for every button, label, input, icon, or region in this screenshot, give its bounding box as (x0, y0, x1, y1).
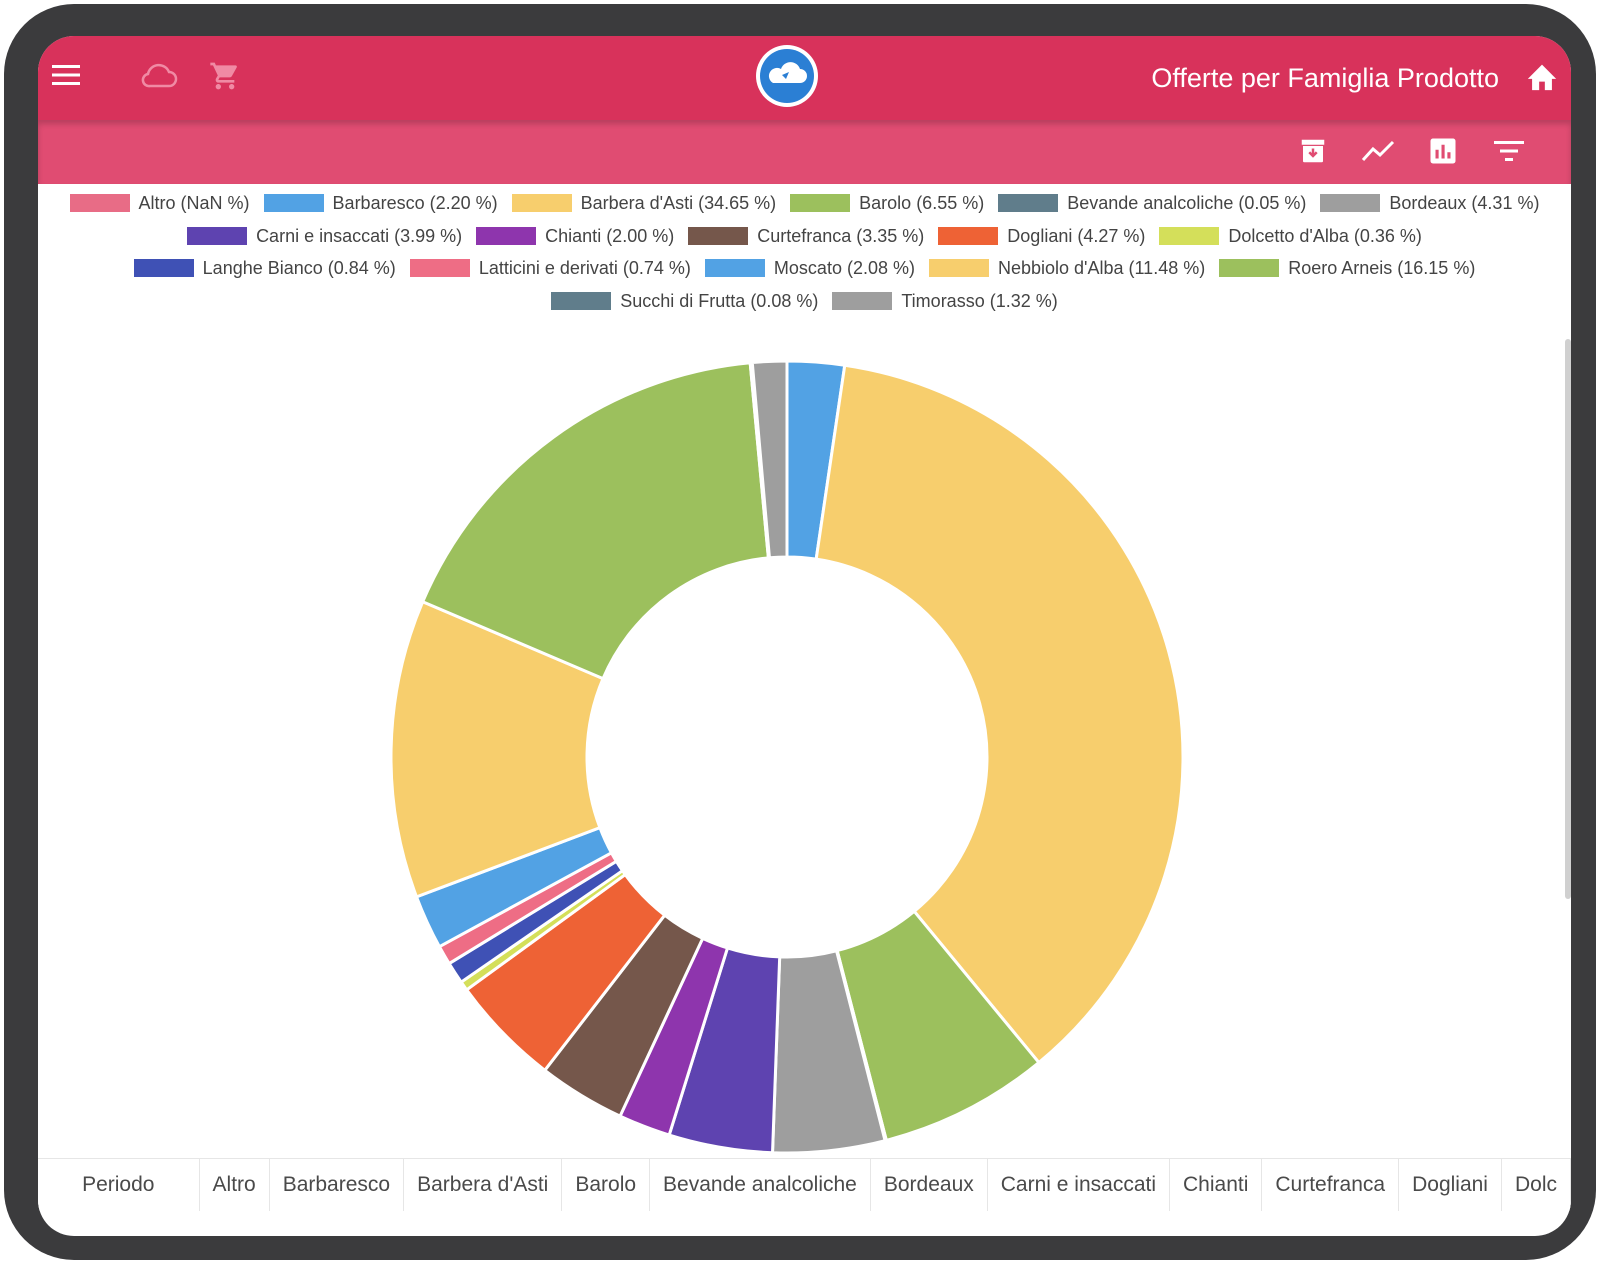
legend-swatch (263, 194, 324, 212)
device-frame: Offerte per Famiglia Prodotto (4, 4, 1596, 1260)
page-title: Offerte per Famiglia Prodotto (1151, 63, 1499, 93)
legend-swatch (187, 227, 248, 245)
legend-row: Succhi di Frutta (0.08 %) Timorasso (1.32… (38, 288, 1571, 314)
legend-swatch (790, 194, 851, 212)
legend-label: Curtefranca (3.35 %) (757, 225, 925, 246)
donut-chart (389, 359, 1185, 1155)
legend-label: Timorasso (1.32 %) (901, 290, 1058, 311)
slice-nebbiolo-d-alba[interactable] (389, 599, 605, 899)
menu-icon[interactable] (52, 64, 80, 86)
legend-swatch (69, 194, 130, 212)
app-bar: Offerte per Famiglia Prodotto (38, 36, 1571, 120)
legend-swatch (476, 227, 537, 245)
legend-label: Barolo (6.55 %) (859, 192, 985, 213)
legend-item[interactable]: Barbaresco (2.20 %) (263, 192, 498, 214)
column-header[interactable]: Dolc (1502, 1159, 1571, 1211)
column-header[interactable]: Dogliani (1399, 1159, 1502, 1211)
legend-item[interactable]: Dolcetto d'Alba (0.36 %) (1159, 226, 1422, 247)
legend-row: Carni e insaccati (3.99 %) Chianti (2.00 … (38, 223, 1571, 249)
slice-timorasso[interactable] (750, 359, 789, 560)
archive-download-icon[interactable] (1298, 136, 1328, 166)
column-header[interactable]: Barbaresco (270, 1159, 405, 1211)
legend-row: Langhe Bianco (0.84 %) Latticini e deriva… (38, 255, 1571, 281)
legend-label: Dogliani (4.27 %) (1007, 225, 1146, 246)
legend-item[interactable]: Altro (NaN %) (69, 192, 250, 214)
legend-label: Bordeaux (4.31 %) (1389, 192, 1540, 213)
legend-swatch (998, 194, 1059, 212)
table-header: Periodo Altro Barbaresco Barbera d'Asti Baro… (38, 1158, 1571, 1211)
legend-swatch (551, 292, 612, 310)
legend-item[interactable]: Roero Arneis (16.15 %) (1219, 258, 1475, 279)
column-header[interactable]: Altro (200, 1159, 270, 1211)
logo-icon[interactable] (756, 45, 818, 107)
column-header[interactable]: Carni e insaccati (988, 1159, 1170, 1211)
legend-label: Langhe Bianco (0.84 %) (202, 257, 396, 278)
column-header[interactable]: Barolo (562, 1159, 651, 1211)
legend-label: Succhi di Frutta (0.08 %) (620, 290, 819, 311)
legend-item[interactable]: Bevande analcoliche (0.05 %) (998, 193, 1306, 214)
legend-swatch (938, 227, 999, 245)
legend-row: Altro (NaN %) Barbaresco (2.20 %) Barbera … (38, 190, 1571, 216)
legend-swatch (1159, 227, 1220, 245)
slice-roero-arneis[interactable] (420, 361, 771, 681)
column-header[interactable]: Periodo (38, 1159, 200, 1211)
legend-item[interactable]: Dogliani (4.27 %) (938, 226, 1145, 247)
line-chart-icon[interactable] (1361, 138, 1395, 164)
column-header[interactable]: Barbera d'Asti (404, 1159, 563, 1211)
legend-item[interactable]: Barolo (6.55 %) (790, 193, 984, 214)
legend-item[interactable]: Nebbiolo d'Alba (11.48 %) (928, 257, 1206, 279)
column-header[interactable]: Bevande analcoliche (650, 1159, 871, 1211)
column-header[interactable]: Chianti (1170, 1159, 1263, 1211)
legend-item[interactable]: Bordeaux (4.31 %) (1320, 193, 1539, 214)
bar-chart-icon[interactable] (1428, 136, 1458, 166)
legend-label: Latticini e derivati (0.74 %) (478, 257, 691, 278)
legend-item[interactable]: Barbera d'Asti (34.65 %) (511, 192, 777, 214)
legend-label: Roero Arneis (16.15 %) (1288, 257, 1476, 278)
legend-swatch (928, 259, 989, 277)
legend-item[interactable]: Succhi di Frutta (0.08 %) (551, 291, 818, 312)
cloud-icon[interactable] (140, 62, 178, 90)
legend-swatch (133, 259, 194, 277)
chart-area: Altro (NaN %) Barbaresco (2.20 %) Barbera … (38, 184, 1571, 1236)
legend-item[interactable]: Langhe Bianco (0.84 %) (133, 257, 396, 279)
legend-swatch (688, 227, 749, 245)
legend-item[interactable]: Latticini e derivati (0.74 %) (409, 257, 691, 279)
scrollbar[interactable] (1565, 339, 1571, 899)
filter-icon[interactable] (1494, 139, 1524, 163)
legend-swatch (832, 292, 893, 310)
home-icon[interactable] (1525, 60, 1559, 92)
legend-item[interactable]: Carni e insaccati (3.99 %) (187, 226, 462, 247)
app-screen: Offerte per Famiglia Prodotto (38, 36, 1571, 1236)
legend-swatch (1320, 194, 1381, 212)
legend-item[interactable]: Moscato (2.08 %) (704, 257, 915, 279)
legend-item[interactable]: Chianti (2.00 %) (476, 226, 674, 247)
cart-icon[interactable] (208, 60, 242, 92)
legend-swatch (409, 259, 470, 277)
legend-label: Bevande analcoliche (0.05 %) (1067, 192, 1307, 213)
legend-swatch (511, 194, 572, 212)
legend-item[interactable]: Curtefranca (3.35 %) (688, 226, 924, 247)
legend-item[interactable]: Timorasso (1.32 %) (832, 290, 1058, 312)
column-header[interactable]: Curtefranca (1262, 1159, 1400, 1211)
legend-label: Barbaresco (2.20 %) (332, 192, 498, 213)
legend-label: Chianti (2.00 %) (545, 225, 675, 246)
legend-label: Altro (NaN %) (138, 192, 250, 213)
legend-label: Nebbiolo d'Alba (11.48 %) (997, 257, 1206, 278)
legend-swatch (704, 259, 765, 277)
legend-label: Moscato (2.08 %) (773, 257, 915, 278)
toolbar (38, 120, 1571, 184)
legend-swatch (1219, 259, 1280, 277)
slice-barbera-d-asti[interactable] (814, 363, 1185, 1065)
column-header[interactable]: Bordeaux (871, 1159, 988, 1211)
legend-label: Barbera d'Asti (34.65 %) (580, 192, 777, 213)
legend-label: Dolcetto d'Alba (0.36 %) (1228, 225, 1422, 246)
legend-label: Carni e insaccati (3.99 %) (256, 225, 463, 246)
